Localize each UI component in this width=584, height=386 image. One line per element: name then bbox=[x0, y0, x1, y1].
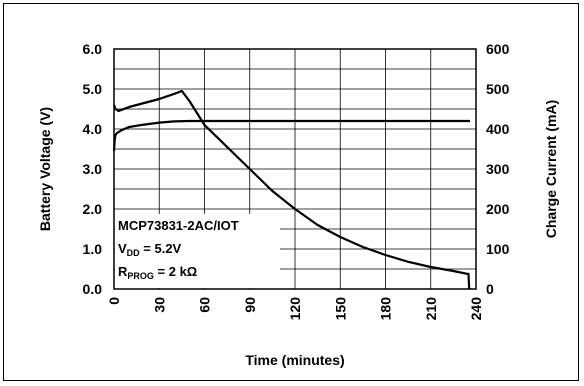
y-left-axis-label: Battery Voltage (V) bbox=[37, 107, 53, 231]
y-right-axis-label: Charge Current (mA) bbox=[543, 100, 559, 238]
annotation-line-3: RPROG = 2 kΩ bbox=[118, 264, 197, 281]
x-tick-label: 240 bbox=[468, 297, 484, 321]
charge-current-line bbox=[112, 89, 471, 290]
chart-svg: 0 30 60 90 120 150 180 210 240 0.0 1.0 2.0 3.0 4.0 5.… bbox=[37, 41, 559, 368]
y-left-tick-label: 6.0 bbox=[83, 41, 103, 57]
y-right-tick-label: 400 bbox=[486, 121, 510, 137]
x-axis-label: Time (minutes) bbox=[245, 352, 344, 368]
y-left-tick-label: 3.0 bbox=[83, 161, 103, 177]
y-left-tick-labels: 0.0 1.0 2.0 3.0 4.0 5.0 6.0 bbox=[83, 41, 103, 297]
x-tick-label: 120 bbox=[287, 297, 303, 321]
y-left-tick-label: 1.0 bbox=[83, 241, 103, 257]
y-right-tick-label: 600 bbox=[486, 41, 510, 57]
chart-frame: 0 30 60 90 120 150 180 210 240 0.0 1.0 2.0 3.0 4.0 5.… bbox=[3, 3, 579, 381]
x-tick-labels: 0 30 60 90 120 150 180 210 240 bbox=[106, 297, 484, 321]
x-tick-label: 150 bbox=[332, 297, 348, 321]
y-left-tick-label: 0.0 bbox=[83, 281, 103, 297]
series-layer bbox=[112, 89, 471, 290]
y-right-tick-label: 0 bbox=[486, 281, 494, 297]
x-tick-label: 180 bbox=[378, 297, 394, 321]
x-tick-label: 60 bbox=[197, 297, 213, 313]
y-left-tick-label: 5.0 bbox=[83, 81, 103, 97]
x-tick-label: 0 bbox=[106, 297, 122, 305]
annotation-line-2: VDD = 5.2V bbox=[118, 241, 182, 258]
x-tick-label: 30 bbox=[151, 297, 167, 313]
plot-border bbox=[113, 48, 477, 290]
annotation-line-1: MCP73831-2AC/IOT bbox=[118, 218, 239, 233]
x-tick-label: 210 bbox=[423, 297, 439, 321]
battery-voltage-line bbox=[112, 119, 470, 152]
y-left-tick-label: 4.0 bbox=[83, 121, 103, 137]
y-right-tick-label: 300 bbox=[486, 161, 510, 177]
y-right-tick-label: 500 bbox=[486, 81, 510, 97]
x-tick-label: 90 bbox=[242, 297, 258, 313]
y-right-tick-labels: 0 100 200 300 400 500 600 bbox=[486, 41, 510, 297]
annotation-box: MCP73831-2AC/IOT VDD = 5.2V RPROG = 2 kΩ bbox=[115, 214, 280, 288]
y-right-tick-label: 100 bbox=[486, 241, 510, 257]
y-right-tick-label: 200 bbox=[486, 201, 510, 217]
y-left-tick-label: 2.0 bbox=[83, 201, 103, 217]
